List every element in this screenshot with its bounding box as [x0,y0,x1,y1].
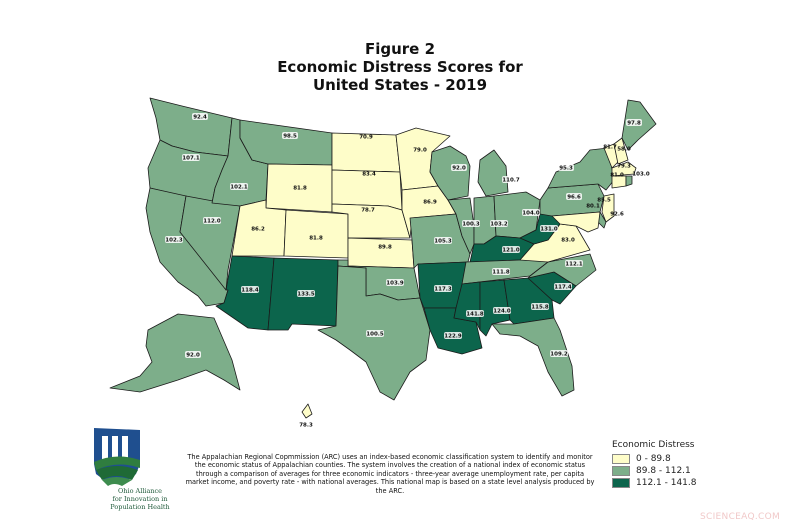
label-AZ: 118.4 [241,288,259,294]
label-NC: 112.1 [565,262,583,268]
label-PA: 96.6 [567,195,581,201]
label-IN: 103.2 [490,222,508,228]
label-IA: 86.9 [423,200,437,206]
label-ME: 97.8 [627,121,641,127]
title-line-3: United States - 2019 [312,76,488,94]
state-CO [283,209,349,259]
legend-title: Economic Distress [612,440,695,450]
label-MN: 79.0 [413,148,427,154]
label-SD: 83.4 [362,172,376,178]
label-AK: 92.0 [186,353,200,359]
label-VT: 81.7 [603,145,617,151]
state-MT [239,119,333,166]
label-IL: 100.3 [462,222,480,228]
logo-caption: Ohio Alliance for Innovation in Populati… [80,487,200,511]
state-AK [109,313,241,393]
label-NV: 112.0 [203,219,221,225]
label-GA: 115.8 [531,305,549,311]
label-NH: 58.0 [617,147,631,153]
legend-label-high: 112.1 - 141.8 [636,478,697,488]
logo-line-2: for Innovation in [112,495,168,503]
label-MS: 141.8 [466,312,484,318]
label-ID: 102.1 [230,185,248,191]
logo-line-1: Ohio Alliance [117,487,163,495]
label-SC: 117.4 [554,285,572,291]
label-NY: 95.3 [559,166,573,172]
state-NH [613,137,629,165]
label-CA: 102.3 [165,238,183,244]
legend-item-mid: 89.8 - 112.1 [612,465,697,477]
label-NE: 78.7 [361,208,375,214]
label-OR: 107.1 [182,156,200,162]
ohio-alliance-logo [94,428,140,486]
figure-number: Figure 2 [364,40,436,58]
label-OH: 104.0 [522,211,540,217]
state-NY [547,147,615,191]
label-AL: 124.0 [493,309,511,315]
title-line-2: Economic Distress Scores for [277,58,523,76]
label-MO: 105.3 [434,239,452,245]
state-FL [491,317,575,397]
logo-line-3: Population Health [110,503,170,511]
label-WY: 81.8 [293,186,307,192]
label-NM: 133.5 [297,292,315,298]
legend-swatch-mid [612,466,630,476]
label-RI: 103.0 [632,172,650,178]
state-HI [301,403,313,419]
label-TX: 100.5 [366,332,384,338]
label-CO: 81.8 [309,236,323,242]
label-OK: 103.9 [386,281,404,287]
label-HI: 78.3 [299,423,313,429]
label-TN: 111.8 [492,270,510,276]
label-WI: 92.0 [452,166,466,172]
map-title: Figure 2 Economic Distress Scores for Un… [0,40,800,94]
label-WV: 131.0 [540,227,558,233]
description-text: The Appalachian Regional Copmmission (AR… [185,453,595,495]
label-MD: 80.1 [586,204,600,210]
state-NE [331,203,411,239]
label-NJ: 85.5 [597,198,611,204]
label-UT: 86.2 [251,227,265,233]
state-MI [477,149,509,197]
label-DE: 92.6 [610,212,624,218]
legend-swatch-low [612,454,630,464]
label-ND: 70.9 [359,135,373,141]
watermark: SCIENCEAQ.COM [700,512,781,522]
state-NJ [601,193,615,223]
state-IL [447,197,475,255]
label-AR: 117.3 [434,287,452,293]
label-CT: 81.0 [610,173,624,179]
label-MI: 110.7 [502,178,520,184]
legend: Economic Distress 0 - 89.8 89.8 - 112.1 … [612,440,697,489]
legend-item-high: 112.1 - 141.8 [612,477,697,489]
label-FL: 109.2 [550,352,568,358]
state-MA [611,161,637,177]
legend-label-mid: 89.8 - 112.1 [636,466,691,476]
label-LA: 122.9 [444,334,462,340]
state-labels: 92.4 107.1 102.3 112.0 102.1 98.5 81.8 8… [165,113,650,429]
label-WA: 92.4 [193,115,207,121]
label-KS: 89.8 [378,245,392,251]
legend-label-low: 0 - 89.8 [636,454,671,464]
label-VA: 83.0 [561,238,575,244]
label-KY: 121.0 [502,248,520,254]
legend-item-low: 0 - 89.8 [612,453,697,465]
state-RI [625,175,633,187]
label-MT: 98.5 [283,134,297,140]
state-MD [551,211,601,233]
label-MA: 79.3 [617,164,631,170]
state-WI [429,145,471,201]
state-KS [347,237,415,269]
legend-swatch-high [612,478,630,488]
